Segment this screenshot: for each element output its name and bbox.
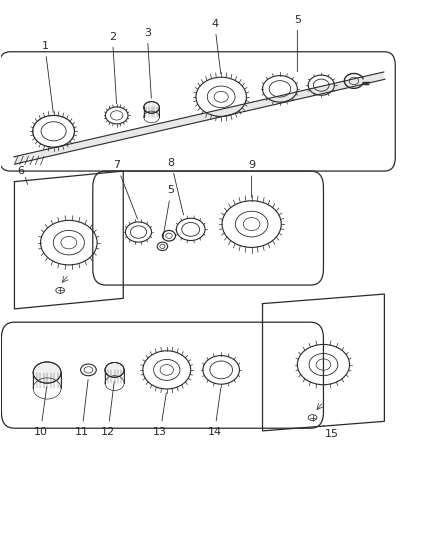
Text: 14: 14 — [208, 388, 222, 437]
Text: 1: 1 — [42, 41, 53, 112]
Text: 4: 4 — [211, 19, 221, 74]
Text: 8: 8 — [168, 158, 184, 215]
Text: 2: 2 — [109, 31, 117, 103]
Ellipse shape — [33, 362, 61, 383]
Ellipse shape — [105, 362, 124, 377]
Text: 3: 3 — [144, 28, 152, 98]
Polygon shape — [14, 72, 385, 164]
Text: 15: 15 — [323, 425, 339, 439]
Text: 7: 7 — [113, 160, 138, 219]
Text: 12: 12 — [101, 382, 115, 437]
Text: 6: 6 — [18, 166, 25, 176]
Text: 5: 5 — [163, 185, 175, 238]
Ellipse shape — [144, 102, 159, 114]
Text: 9: 9 — [248, 160, 255, 197]
Text: 5: 5 — [294, 14, 301, 72]
Text: 10: 10 — [34, 387, 48, 437]
Text: 11: 11 — [75, 379, 89, 437]
Text: 13: 13 — [153, 393, 167, 437]
